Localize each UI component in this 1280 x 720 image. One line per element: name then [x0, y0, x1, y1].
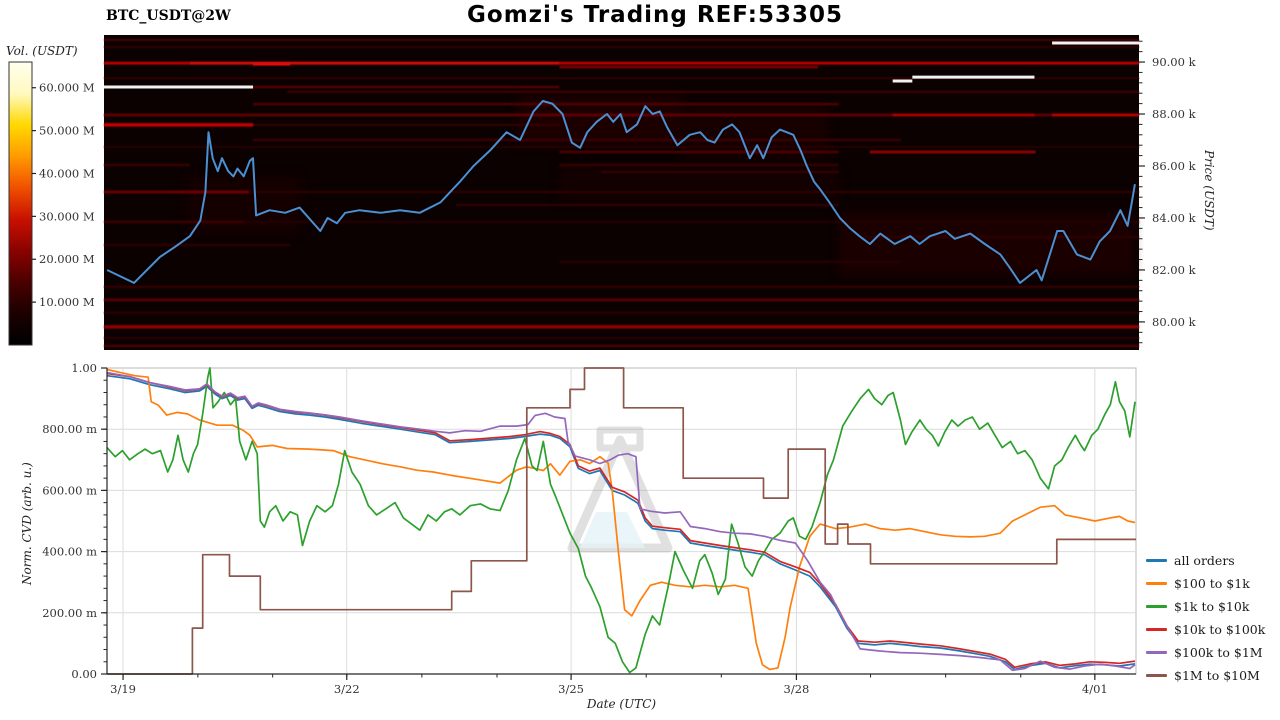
- legend-label: $1k to $10k: [1174, 599, 1250, 614]
- cvd-axis-label: Norm. CVD (arb. u.): [20, 462, 34, 585]
- colorbar-tick-label: 60.000 M: [39, 81, 95, 95]
- cvd-series--1m-to-10m: [107, 367, 1136, 675]
- legend-item: all orders: [1146, 549, 1265, 572]
- colorbar-tick-label: 30.000 M: [39, 209, 95, 223]
- legend-item: $100 to $1k: [1146, 572, 1265, 595]
- legend-item: $1k to $10k: [1146, 595, 1265, 618]
- legend-swatch: [1146, 651, 1167, 654]
- instrument-label: BTC_USDT@2W: [106, 8, 231, 24]
- legend-label: $100k to $1M: [1174, 645, 1263, 660]
- legend-label: $100 to $1k: [1174, 576, 1250, 591]
- price-tick-label: 88.00 k: [1152, 107, 1197, 121]
- date-axis-label: Date (UTC): [586, 697, 657, 711]
- price-tick-label: 82.00 k: [1152, 263, 1197, 277]
- date-tick-label: 3/28: [784, 682, 810, 696]
- price-line: [106, 100, 1136, 284]
- price-tick-label: 86.00 k: [1152, 159, 1197, 173]
- legend-swatch: [1146, 605, 1167, 608]
- cvd-series--1k-to-10k: [106, 367, 1136, 674]
- colorbar-tick-label: 10.000 M: [39, 295, 95, 309]
- cvd-tick-label: 400.00 m: [42, 545, 97, 559]
- price-tick-label: 84.00 k: [1152, 211, 1197, 225]
- legend-swatch: [1146, 559, 1167, 562]
- price-tick-label: 90.00 k: [1152, 55, 1197, 69]
- cvd-series--100k-to-1m: [106, 371, 1136, 672]
- legend-item: $10k to $100k: [1146, 618, 1265, 641]
- cvd-line-chart: 0.00 200.00 m 400.00 m 600.00 m 800.00 m 1.00…: [42, 361, 1137, 696]
- legend-label: $10k to $100k: [1174, 622, 1266, 637]
- legend-swatch: [1146, 582, 1167, 585]
- date-tick-label: 3/25: [558, 682, 584, 696]
- date-tick-label: 4/01: [1082, 682, 1108, 696]
- colorbar-tick-label: 20.000 M: [39, 252, 95, 266]
- legend-item: $100k to $1M: [1146, 641, 1265, 664]
- legend-item: $1M to $10M: [1146, 664, 1265, 687]
- legend-swatch: [1146, 674, 1167, 677]
- cvd-series--100-to-1k: [106, 368, 1136, 671]
- colorbar-tick-label: 40.000 M: [39, 166, 95, 180]
- volume-colorbar: 60.000 M 50.000 M 40.000 M 30.000 M 20.000 M…: [8, 61, 95, 346]
- colorbar-axis-label: Vol. (USDT): [6, 44, 78, 58]
- cvd-tick-label: 200.00 m: [42, 606, 97, 620]
- colorbar-tick-label: 50.000 M: [39, 124, 95, 138]
- price-tick-label: 80.00 k: [1152, 315, 1197, 329]
- page-title: Gomzi's Trading REF:53305: [467, 2, 843, 28]
- date-tick-label: 3/19: [110, 682, 136, 696]
- colorbar-gradient: [8, 61, 33, 346]
- legend-label: $1M to $10M: [1174, 668, 1260, 683]
- price-axis-label: Price (USDT): [1202, 150, 1216, 231]
- date-tick-label: 3/22: [334, 682, 360, 696]
- cvd-tick-label: 600.00 m: [42, 483, 97, 497]
- legend-label: all orders: [1174, 553, 1235, 568]
- watermark-flask-icon: [567, 426, 673, 553]
- cvd-tick-label: 1.00: [71, 361, 97, 375]
- legend-swatch: [1146, 628, 1167, 631]
- chart-legend: all orders $100 to $1k $1k to $10k $10k to …: [1146, 549, 1265, 687]
- orderbook-heatmap: [104, 35, 1139, 350]
- cvd-tick-label: 0.00: [71, 667, 97, 681]
- cvd-plot-background: [106, 367, 1137, 675]
- price-axis: 90.00 k 88.00 k 86.00 k 84.00 k 82.00 k 80.00…: [1139, 40, 1197, 344]
- cvd-tick-label: 800.00 m: [42, 422, 97, 436]
